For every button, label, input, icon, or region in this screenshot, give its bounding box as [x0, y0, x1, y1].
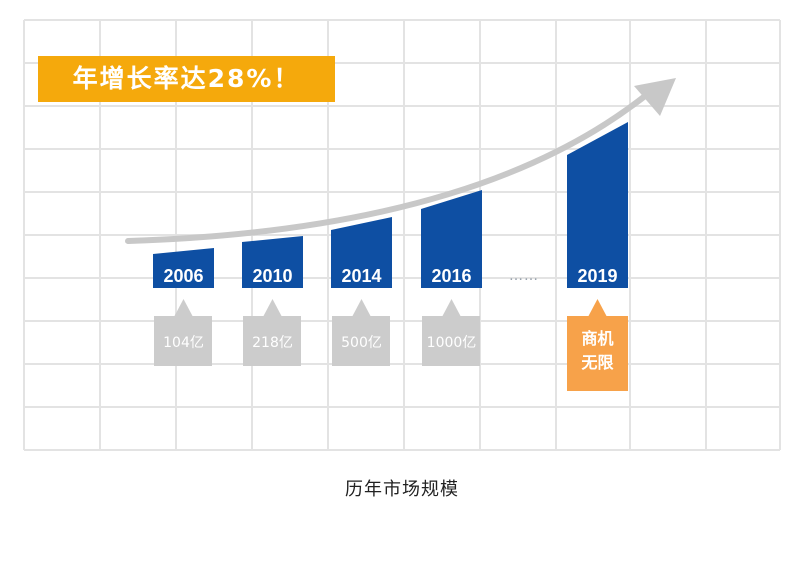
value-pointer: [442, 299, 461, 316]
value-pointer: [174, 299, 193, 316]
value-label: 500亿: [341, 335, 382, 351]
value-label: 104亿: [163, 335, 204, 351]
bar-2010: [242, 236, 303, 288]
value-pointer: [352, 299, 371, 316]
trend-arrow: [125, 78, 676, 244]
year-label: 2014: [341, 266, 381, 286]
bar-2014: [331, 217, 392, 288]
value-box: [567, 316, 628, 391]
trend-arrow-head: [634, 78, 676, 116]
trend-arrow-line: [125, 89, 653, 244]
value-label-line: 无限: [580, 353, 614, 372]
bar-2016: [421, 190, 482, 288]
value-pointer: [263, 299, 282, 316]
value-pointer: [588, 299, 607, 316]
headline-banner: 年增长率达28%！: [38, 56, 335, 102]
year-label: 2016: [431, 266, 471, 286]
bar-2006: [153, 248, 214, 288]
headline-text: 年增长率达28%！: [72, 64, 301, 93]
value-box: [243, 316, 301, 366]
year-label: 2019: [577, 266, 617, 286]
gap-ellipsis: ……: [509, 268, 539, 284]
bar-2019: [567, 122, 628, 288]
bars: 2006 2010 2014 2016 2019: [153, 122, 628, 288]
value-box: [332, 316, 390, 366]
value-label: 218亿: [252, 335, 293, 351]
year-label: 2006: [163, 266, 203, 286]
value-box: [154, 316, 212, 366]
value-box: [422, 316, 480, 366]
value-label-line: 商机: [581, 329, 613, 348]
chart-caption: 历年市场规模: [345, 479, 459, 500]
value-label: 1000亿: [427, 335, 477, 351]
year-label: 2010: [252, 266, 292, 286]
